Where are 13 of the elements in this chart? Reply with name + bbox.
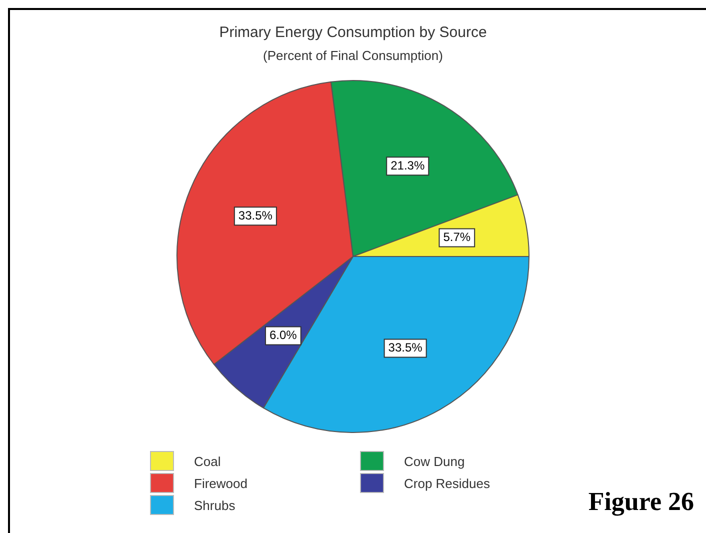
data-label: 5.7% [443,230,471,244]
data-label: 6.0% [269,328,298,342]
data-label: 33.5% [388,340,423,355]
chart-title: Primary Energy Consumption by Source [218,24,488,41]
legend-label: Firewood [194,476,248,490]
legend-label: Cow Dung [404,454,465,468]
chart-subtitle: (Percent of Final Consumption) [262,48,444,63]
caption: Figure 26 [588,487,694,517]
legend-label: Shrubs [194,498,236,512]
data-label: 33.5% [238,208,273,222]
legend-label: Crop Residues [404,476,490,490]
legend-label: Coal [194,454,221,468]
data-label: 21.3% [390,158,425,172]
